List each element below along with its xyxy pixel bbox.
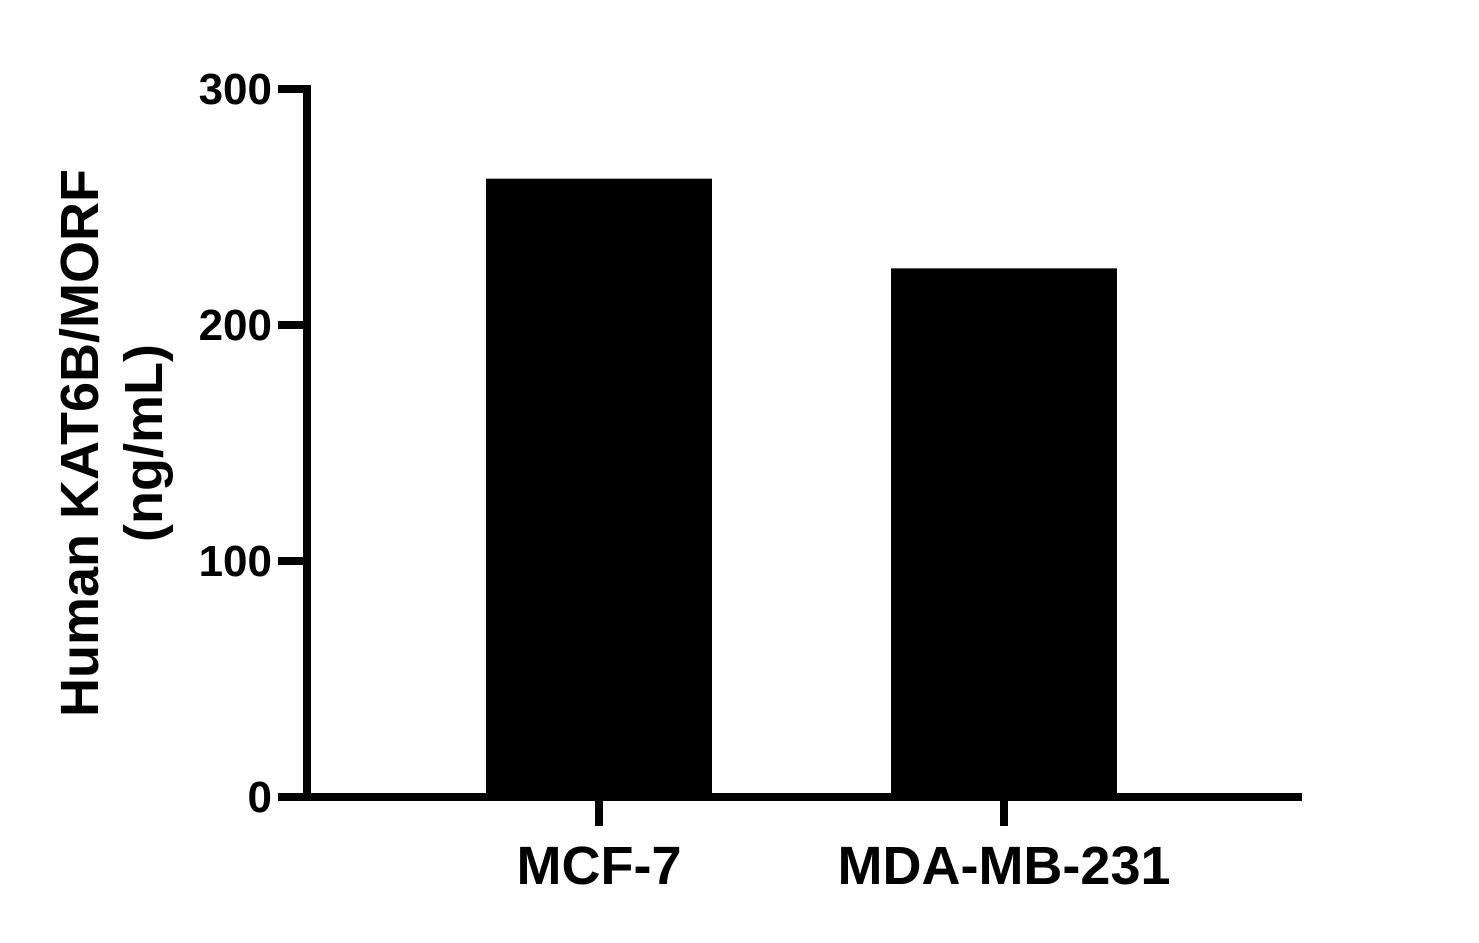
y-axis-label: Human KAT6B/MORF: [50, 169, 110, 717]
x-tick-label: MDA-MB-231: [837, 836, 1170, 896]
x-tick-label: MCF-7: [517, 836, 682, 896]
y-tick-label: 100: [199, 537, 272, 586]
y-tick-label: 200: [199, 301, 272, 350]
y-tick-label: 0: [248, 773, 272, 822]
bar-mda-mb-231: [891, 268, 1117, 797]
bar-mcf-7: [486, 178, 712, 797]
axes-layer: [278, 85, 1302, 826]
labels-layer: 0 100 200 300 MCF-7 MDA-MB-231 Human KAT6B/MOR…: [50, 65, 1171, 896]
y-tick-label: 300: [199, 65, 272, 114]
y-axis-label: (ng/mL): [114, 344, 174, 542]
bars-layer: [486, 178, 1117, 797]
